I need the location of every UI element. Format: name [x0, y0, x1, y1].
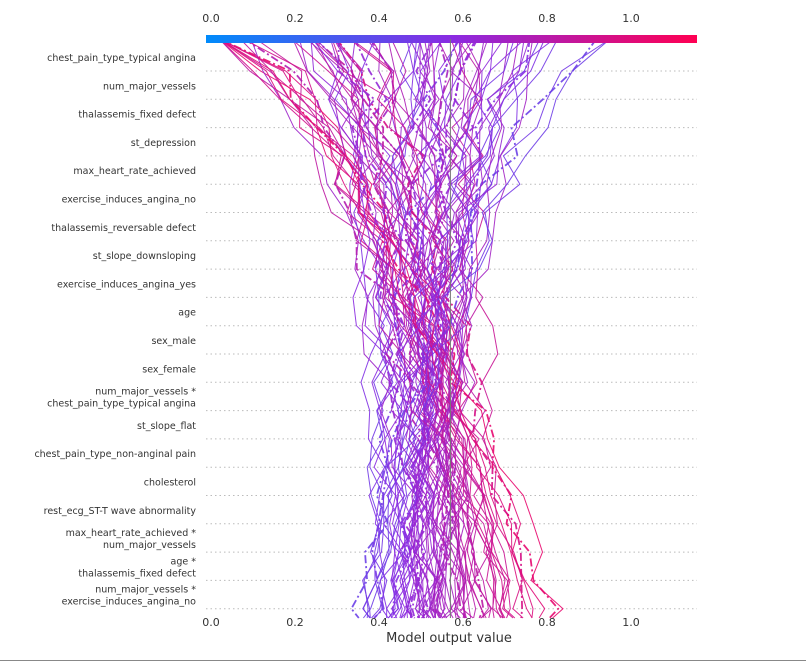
feature-label: exercise_induces_angina_no: [62, 195, 197, 206]
feature-label: num_major_vessels: [103, 540, 196, 551]
frame-bottom-border: [0, 660, 806, 661]
feature-label: exercise_induces_angina_yes: [57, 279, 196, 290]
feature-gridlines: [206, 70, 697, 610]
feature-label: st_depression: [131, 138, 196, 149]
prediction-path: [363, 38, 611, 619]
prediction-path: [250, 38, 432, 619]
bottom-tick-label: 0.8: [538, 616, 556, 629]
feature-label: st_slope_flat: [137, 421, 196, 432]
feature-label: num_major_vessels *: [95, 387, 196, 398]
feature-label: thalassemis_fixed defect: [78, 568, 196, 579]
feature-label: sex_male: [151, 336, 196, 347]
prediction-path: [369, 38, 541, 619]
bottom-tick-label: 0.0: [202, 616, 220, 629]
feature-label: chest_pain_type_typical angina: [47, 399, 196, 410]
bottom-tick-label: 1.0: [622, 616, 640, 629]
prediction-path: [432, 38, 483, 619]
prediction-path: [348, 38, 506, 619]
prediction-path: [350, 38, 432, 619]
prediction-path: [382, 38, 421, 619]
prediction-path: [255, 38, 497, 619]
feature-label: st_slope_downsloping: [93, 251, 196, 262]
prediction-path: [313, 38, 485, 619]
feature-label: num_major_vessels *: [95, 585, 196, 596]
feature-label: max_heart_rate_achieved: [73, 166, 196, 177]
prediction-path: [315, 38, 431, 619]
feature-label: age *: [171, 556, 197, 567]
top-tick-label: 0.6: [454, 12, 472, 25]
feature-label: max_heart_rate_achieved *: [66, 528, 197, 539]
feature-label: rest_ecg_ST-T wave abnormality: [44, 506, 197, 517]
prediction-path: [417, 38, 530, 619]
bottom-tick-label: 0.4: [370, 616, 388, 629]
top-tick-label: 0.0: [202, 12, 220, 25]
prediction-path: [433, 38, 457, 619]
prediction-path: [336, 38, 429, 619]
prediction-path: [299, 38, 440, 619]
bottom-axis-ticks: 0.0 0.2 0.4 0.6 0.8 1.0: [202, 616, 640, 629]
feature-label: thalassemis_reversable defect: [51, 223, 196, 234]
prediction-path: [239, 38, 487, 619]
feature-label: age: [178, 308, 196, 319]
prediction-paths: [219, 38, 611, 619]
top-tick-label: 1.0: [622, 12, 640, 25]
prediction-path: [242, 38, 514, 619]
top-tick-label: 0.2: [286, 12, 304, 25]
prediction-path: [374, 38, 515, 619]
prediction-path: [394, 38, 462, 619]
feature-label: exercise_induces_angina_no: [62, 597, 197, 608]
prediction-path: [427, 38, 470, 619]
bottom-tick-label: 0.6: [454, 616, 472, 629]
top-axis-ticks: 0.0 0.2 0.4 0.6 0.8 1.0: [202, 12, 640, 25]
prediction-path: [371, 38, 460, 619]
prediction-path: [403, 38, 477, 619]
prediction-path: [387, 38, 555, 619]
prediction-path: [333, 38, 476, 619]
prediction-path: [219, 38, 485, 619]
feature-label: sex_female: [142, 364, 196, 375]
prediction-path: [378, 38, 448, 619]
prediction-path: [428, 38, 509, 619]
feature-labels: chest_pain_type_typical anginanum_major_…: [34, 53, 196, 608]
prediction-path: [244, 38, 467, 619]
feature-label: chest_pain_type_typical angina: [47, 53, 196, 64]
feature-label: chest_pain_type_non-anginal pain: [34, 449, 196, 460]
prediction-path: [417, 38, 467, 619]
prediction-path: [219, 38, 546, 619]
bottom-tick-label: 0.2: [286, 616, 304, 629]
top-tick-label: 0.8: [538, 12, 556, 25]
prediction-path: [411, 38, 479, 619]
feature-label: thalassemis_fixed defect: [78, 110, 196, 121]
prediction-path: [414, 38, 451, 619]
feature-label: cholesterol: [144, 478, 196, 489]
feature-label: num_major_vessels: [103, 81, 196, 92]
top-tick-label: 0.4: [370, 12, 388, 25]
x-axis-title: Model output value: [386, 631, 512, 646]
prediction-path: [391, 38, 444, 619]
output-colorbar: [206, 35, 697, 43]
